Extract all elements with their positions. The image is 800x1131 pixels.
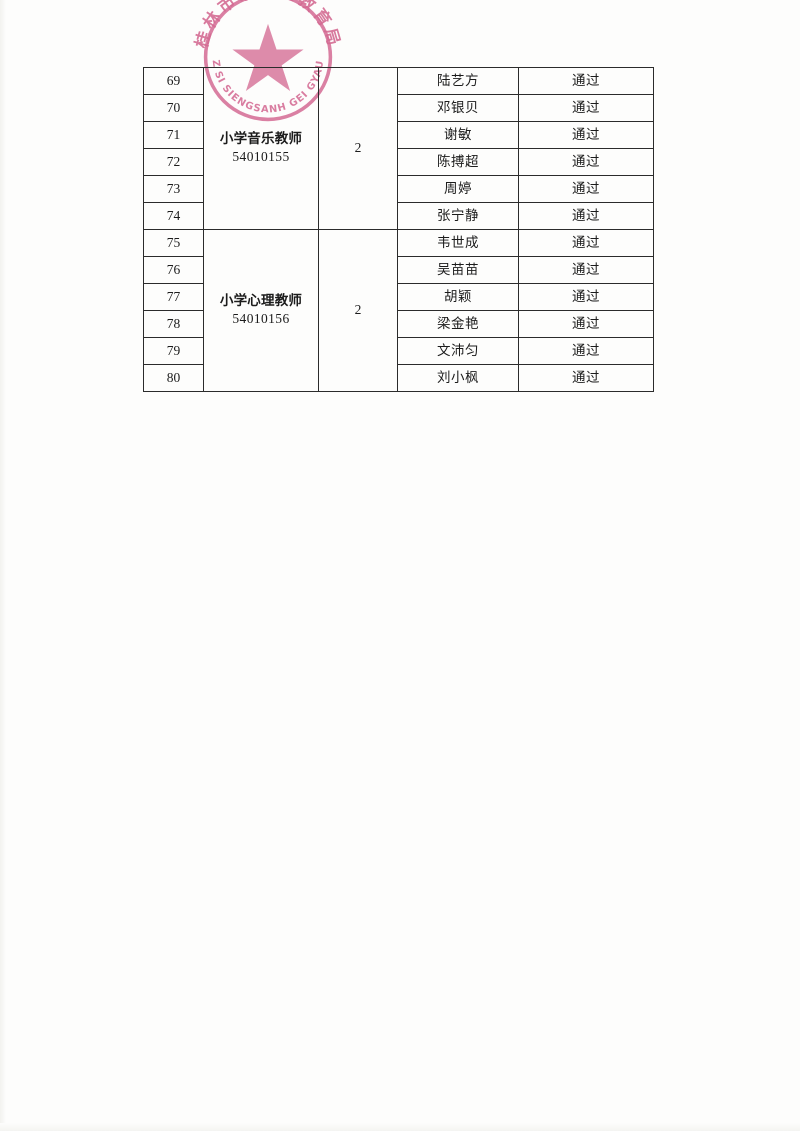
sequence-number-cell: 71 <box>143 121 204 149</box>
review-result-cell: 通过 <box>518 121 654 149</box>
position-cell: 小学音乐教师 54010155 <box>203 67 319 230</box>
table-row: 71 谢敏 通过 <box>143 121 654 149</box>
table-row: 74 张宁静 通过 <box>143 202 654 230</box>
review-result-cell: 通过 <box>518 337 654 365</box>
review-result-cell: 通过 <box>518 364 654 392</box>
sequence-number-cell: 75 <box>143 229 204 257</box>
position-title: 小学心理教师 <box>219 293 303 310</box>
sequence-number-cell: 69 <box>143 67 204 95</box>
position-code: 54010156 <box>232 311 290 326</box>
sequence-number-cell: 80 <box>143 364 204 392</box>
candidate-name-cell: 谢敏 <box>397 121 519 149</box>
candidate-name-cell: 陈搏超 <box>397 148 519 176</box>
roster-table-body: 69 小学音乐教师 54010155 2 陆艺方 通过 70 邓银贝 通过 71 谢敏 通过 72 陈搏超… <box>143 67 654 392</box>
position-cell: 小学心理教师 54010156 <box>203 229 319 392</box>
position-code: 54010155 <box>232 149 290 164</box>
review-result-cell: 通过 <box>518 94 654 122</box>
review-result-cell: 通过 <box>518 256 654 284</box>
review-result-cell: 通过 <box>518 229 654 257</box>
candidate-name-cell: 刘小枫 <box>397 364 519 392</box>
candidate-name-cell: 文沛匀 <box>397 337 519 365</box>
sequence-number-cell: 73 <box>143 175 204 203</box>
review-result-cell: 通过 <box>518 283 654 311</box>
paper-bottom-edge <box>0 1123 800 1131</box>
sequence-number-cell: 77 <box>143 283 204 311</box>
review-result-cell: 通过 <box>518 148 654 176</box>
table-row: 80 刘小枫 通过 <box>143 364 654 392</box>
sequence-number-cell: 74 <box>143 202 204 230</box>
recruit-count-cell: 2 <box>318 229 398 392</box>
review-result-cell: 通过 <box>518 202 654 230</box>
candidate-name-cell: 张宁静 <box>397 202 519 230</box>
candidate-roster-table: 69 小学音乐教师 54010155 2 陆艺方 通过 70 邓银贝 通过 71 谢敏 通过 72 陈搏超… <box>143 67 654 392</box>
seal-top-arc-text: 桂林市象山区教育局 <box>190 0 344 51</box>
review-result-cell: 通过 <box>518 310 654 338</box>
position-title: 小学音乐教师 <box>219 131 303 148</box>
table-row: 78 梁金艳 通过 <box>143 310 654 338</box>
candidate-name-cell: 韦世成 <box>397 229 519 257</box>
paper-left-edge <box>0 0 6 1131</box>
review-result-cell: 通过 <box>518 67 654 95</box>
candidate-name-cell: 胡颖 <box>397 283 519 311</box>
sequence-number-cell: 78 <box>143 310 204 338</box>
sequence-number-cell: 72 <box>143 148 204 176</box>
candidate-name-cell: 周婷 <box>397 175 519 203</box>
candidate-name-cell: 吴苗苗 <box>397 256 519 284</box>
table-row: 75 小学心理教师 54010156 2 韦世成 通过 <box>143 229 654 392</box>
table-row: 70 邓银贝 通过 <box>143 94 654 122</box>
candidate-name-cell: 陆艺方 <box>397 67 519 95</box>
table-row: 79 文沛匀 通过 <box>143 337 654 365</box>
sequence-number-cell: 70 <box>143 94 204 122</box>
candidate-name-cell: 梁金艳 <box>397 310 519 338</box>
recruit-count-cell: 2 <box>318 67 398 230</box>
table-row: 69 小学音乐教师 54010155 2 陆艺方 通过 <box>143 67 654 230</box>
table-row: 76 吴苗苗 通过 <box>143 256 654 284</box>
review-result-cell: 通过 <box>518 175 654 203</box>
sequence-number-cell: 76 <box>143 256 204 284</box>
candidate-name-cell: 邓银贝 <box>397 94 519 122</box>
sequence-number-cell: 79 <box>143 337 204 365</box>
table-row: 77 胡颖 通过 <box>143 283 654 311</box>
